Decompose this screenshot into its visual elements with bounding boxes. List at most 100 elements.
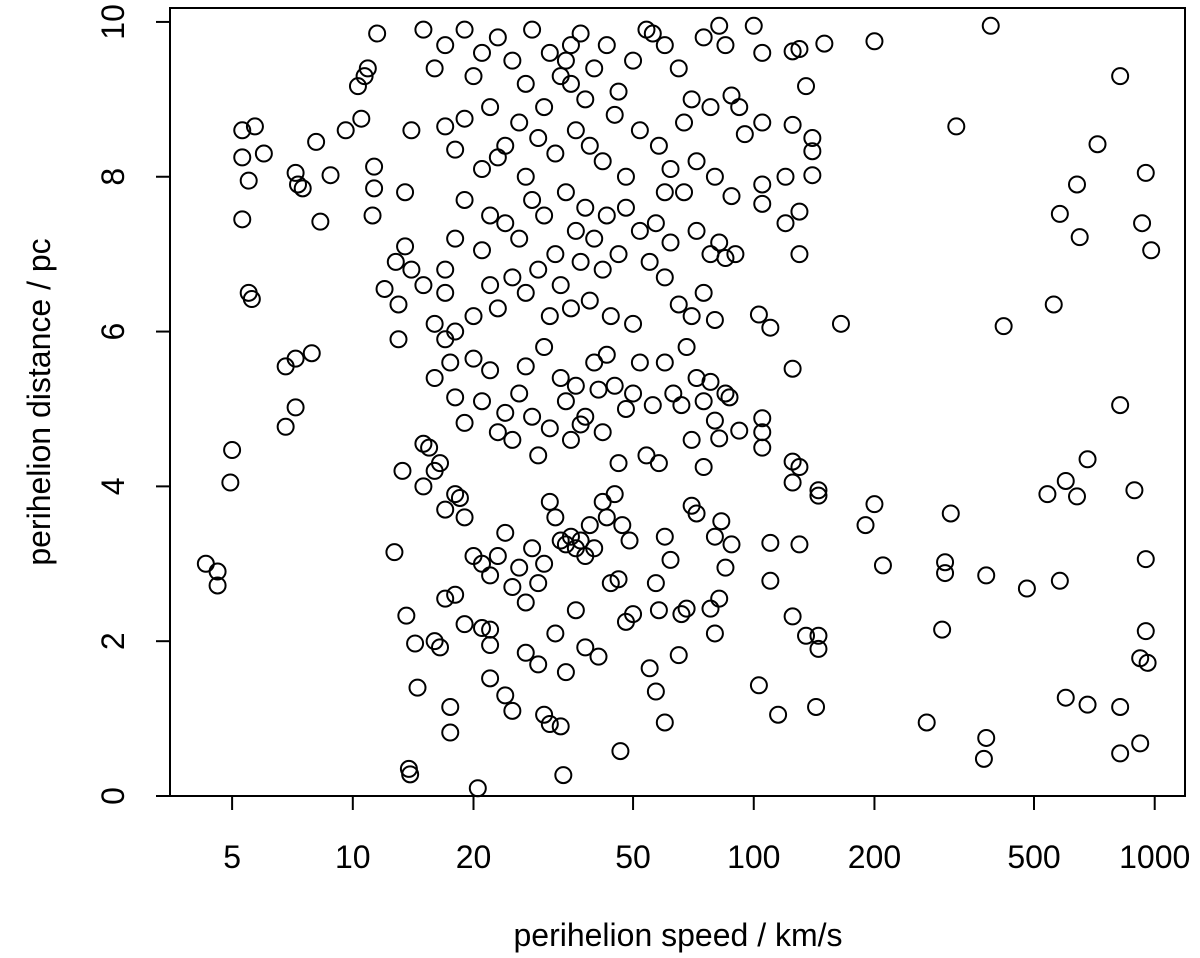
point — [481, 276, 500, 295]
point — [694, 392, 713, 411]
point — [585, 539, 604, 558]
point — [355, 67, 374, 86]
point — [503, 430, 522, 449]
point — [609, 82, 628, 101]
point — [425, 314, 444, 333]
point — [446, 585, 465, 604]
point — [242, 290, 261, 309]
point — [609, 245, 628, 264]
point — [1125, 481, 1144, 500]
point — [233, 148, 252, 167]
point — [941, 504, 960, 523]
point — [496, 214, 515, 233]
point — [620, 531, 639, 550]
point — [436, 117, 455, 136]
point — [609, 454, 628, 473]
point — [1078, 450, 1097, 469]
point — [286, 349, 305, 368]
point — [1111, 744, 1130, 763]
point — [974, 749, 993, 768]
y-tick-label: 2 — [95, 632, 131, 650]
x-tick-label: 50 — [615, 839, 651, 875]
point — [585, 59, 604, 78]
point — [546, 245, 565, 264]
point — [503, 578, 522, 597]
point — [677, 599, 696, 618]
point — [510, 558, 529, 577]
point — [363, 206, 382, 225]
point — [705, 624, 724, 643]
point — [551, 531, 570, 550]
point — [616, 198, 635, 217]
point — [561, 527, 580, 546]
point — [516, 167, 535, 186]
point — [585, 229, 604, 248]
point — [406, 634, 425, 653]
point — [809, 639, 828, 658]
point — [516, 593, 535, 612]
point — [616, 167, 635, 186]
point — [730, 98, 749, 117]
point — [669, 646, 688, 665]
point — [473, 43, 492, 62]
point — [566, 221, 585, 240]
point — [797, 626, 816, 645]
point — [389, 330, 408, 349]
point — [776, 214, 795, 233]
point — [571, 252, 590, 271]
point — [561, 430, 580, 449]
point — [488, 28, 507, 47]
point — [682, 430, 701, 449]
point — [431, 454, 450, 473]
point — [556, 392, 575, 411]
point — [1038, 485, 1057, 504]
point — [546, 144, 565, 163]
point — [783, 115, 802, 134]
point — [529, 260, 548, 279]
point — [797, 77, 816, 96]
point — [1142, 241, 1161, 260]
point — [276, 417, 295, 436]
x-tick-label: 5 — [223, 839, 241, 875]
point — [496, 686, 515, 705]
point — [682, 307, 701, 326]
point — [488, 299, 507, 318]
point — [254, 144, 273, 163]
point — [1044, 295, 1063, 314]
point — [643, 24, 662, 43]
point — [580, 291, 599, 310]
point — [682, 90, 701, 109]
point — [348, 77, 367, 96]
point — [408, 678, 427, 697]
y-axis-label: perihelion distance / pc — [21, 238, 57, 565]
point — [722, 187, 741, 206]
y-tick-label: 4 — [95, 477, 131, 495]
point — [1017, 579, 1036, 598]
point — [705, 310, 724, 329]
point — [630, 353, 649, 372]
point — [455, 190, 474, 209]
point — [694, 458, 713, 477]
point — [468, 779, 487, 798]
point — [815, 34, 834, 53]
point — [710, 429, 729, 448]
point — [1131, 734, 1150, 753]
point — [646, 214, 665, 233]
point — [450, 488, 469, 507]
point — [196, 554, 215, 573]
point — [605, 376, 624, 395]
point — [649, 601, 668, 620]
point — [481, 361, 500, 380]
y-tick-label: 6 — [95, 323, 131, 341]
point — [1070, 228, 1089, 247]
point — [1136, 163, 1155, 182]
point — [655, 527, 674, 546]
point — [396, 183, 415, 202]
point — [1067, 487, 1086, 506]
point — [749, 305, 768, 324]
point — [783, 359, 802, 378]
point — [783, 42, 802, 61]
point — [716, 249, 735, 268]
point — [431, 638, 450, 657]
point — [336, 121, 355, 140]
